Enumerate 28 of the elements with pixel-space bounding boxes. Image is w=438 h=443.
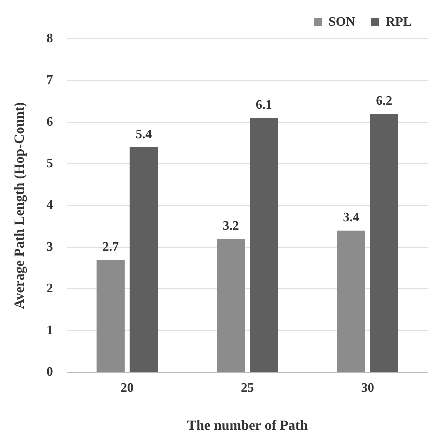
data-label: 6.1 (256, 97, 272, 112)
y-tick-label: 5 (46, 155, 54, 170)
legend-label: SON (328, 14, 356, 29)
y-axis-title: Average Path Length (Hop-Count) (13, 102, 28, 310)
x-tick-label: 25 (241, 380, 255, 395)
data-label: 3.4 (343, 210, 360, 225)
bar (217, 239, 246, 372)
legend-label: RPL (386, 14, 412, 29)
x-tick-label: 30 (361, 380, 374, 395)
y-tick-label: 0 (46, 364, 54, 379)
y-tick-label: 2 (46, 280, 54, 296)
data-label: 6.2 (376, 92, 393, 108)
y-tick-label: 4 (46, 197, 54, 212)
x-tick-label: 20 (120, 380, 134, 395)
bar (370, 114, 398, 372)
y-tick-label: 7 (46, 72, 54, 88)
y-tick-label: 8 (46, 30, 54, 46)
y-tick-label: 6 (46, 114, 54, 129)
bar (250, 118, 278, 372)
bar (96, 260, 125, 372)
y-tick-label: 1 (46, 322, 54, 338)
data-label: 2.7 (102, 238, 120, 254)
y-tick-label: 3 (46, 238, 54, 254)
bar (337, 230, 366, 372)
bar (130, 147, 158, 372)
x-axis-title: The number of Path (187, 419, 308, 434)
data-label: 3.2 (222, 218, 240, 234)
data-label: 5.4 (136, 126, 153, 142)
